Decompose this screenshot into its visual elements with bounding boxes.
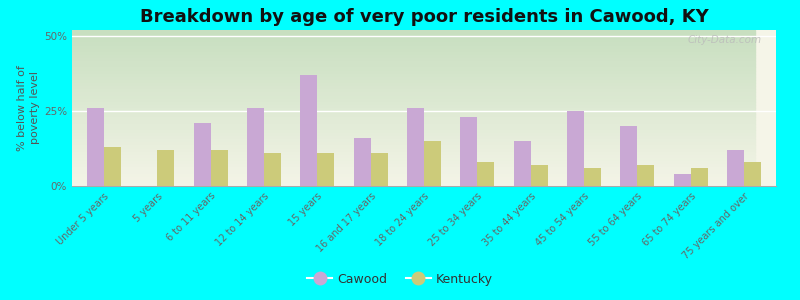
Legend: Cawood, Kentucky: Cawood, Kentucky (302, 268, 498, 291)
Bar (72, 152, 754, 155)
Bar (72, 99, 754, 102)
Bar (87, 108, 104, 186)
Bar (72, 86, 754, 89)
Bar (72, 114, 754, 117)
Bar (72, 46, 754, 49)
Bar (72, 167, 754, 170)
Bar (104, 147, 121, 186)
Bar (72, 127, 754, 130)
Bar (744, 162, 761, 186)
Bar (72, 170, 754, 173)
Y-axis label: % below half of
poverty level: % below half of poverty level (17, 65, 40, 151)
Bar (72, 43, 754, 46)
Bar (300, 75, 318, 186)
Bar (72, 80, 754, 83)
Bar (72, 70, 754, 74)
Bar (72, 108, 754, 111)
Bar (584, 168, 601, 186)
Bar (72, 121, 754, 124)
Bar (158, 150, 174, 186)
Bar (72, 55, 754, 58)
Bar (72, 148, 754, 152)
Bar (210, 150, 228, 186)
Bar (690, 168, 708, 186)
Bar (72, 58, 754, 61)
Bar (72, 161, 754, 164)
Bar (72, 83, 754, 86)
Bar (72, 61, 754, 64)
Bar (674, 174, 690, 186)
Bar (407, 108, 424, 186)
Title: Breakdown by age of very poor residents in Cawood, KY: Breakdown by age of very poor residents … (140, 8, 708, 26)
Bar (72, 180, 754, 183)
Bar (72, 133, 754, 136)
Bar (247, 108, 264, 186)
Bar (567, 111, 584, 186)
Bar (72, 124, 754, 127)
Bar (354, 138, 370, 186)
Bar (460, 117, 478, 186)
Bar (72, 68, 754, 70)
Bar (72, 111, 754, 114)
Bar (72, 102, 754, 105)
Bar (72, 49, 754, 52)
Bar (72, 139, 754, 142)
Bar (72, 136, 754, 139)
Bar (318, 153, 334, 186)
Bar (72, 30, 754, 33)
Bar (72, 95, 754, 99)
Bar (72, 183, 754, 186)
Bar (72, 92, 754, 95)
Bar (424, 141, 441, 186)
Bar (72, 155, 754, 158)
Bar (72, 146, 754, 148)
Bar (72, 142, 754, 146)
Bar (72, 77, 754, 80)
Bar (514, 141, 530, 186)
Text: City-Data.com: City-Data.com (688, 35, 762, 45)
Bar (264, 153, 281, 186)
Bar (72, 52, 754, 55)
Bar (530, 165, 548, 186)
Bar (727, 150, 744, 186)
Bar (72, 105, 754, 108)
Bar (478, 162, 494, 186)
Bar (72, 117, 754, 121)
Bar (72, 89, 754, 92)
Bar (620, 126, 638, 186)
Bar (72, 130, 754, 133)
Bar (194, 123, 210, 186)
Bar (72, 64, 754, 68)
Bar (72, 177, 754, 180)
Bar (370, 153, 388, 186)
Bar (72, 74, 754, 77)
Bar (72, 158, 754, 161)
Bar (72, 33, 754, 36)
Bar (72, 164, 754, 167)
Bar (72, 36, 754, 39)
Bar (638, 165, 654, 186)
Bar (72, 39, 754, 43)
Bar (72, 173, 754, 177)
